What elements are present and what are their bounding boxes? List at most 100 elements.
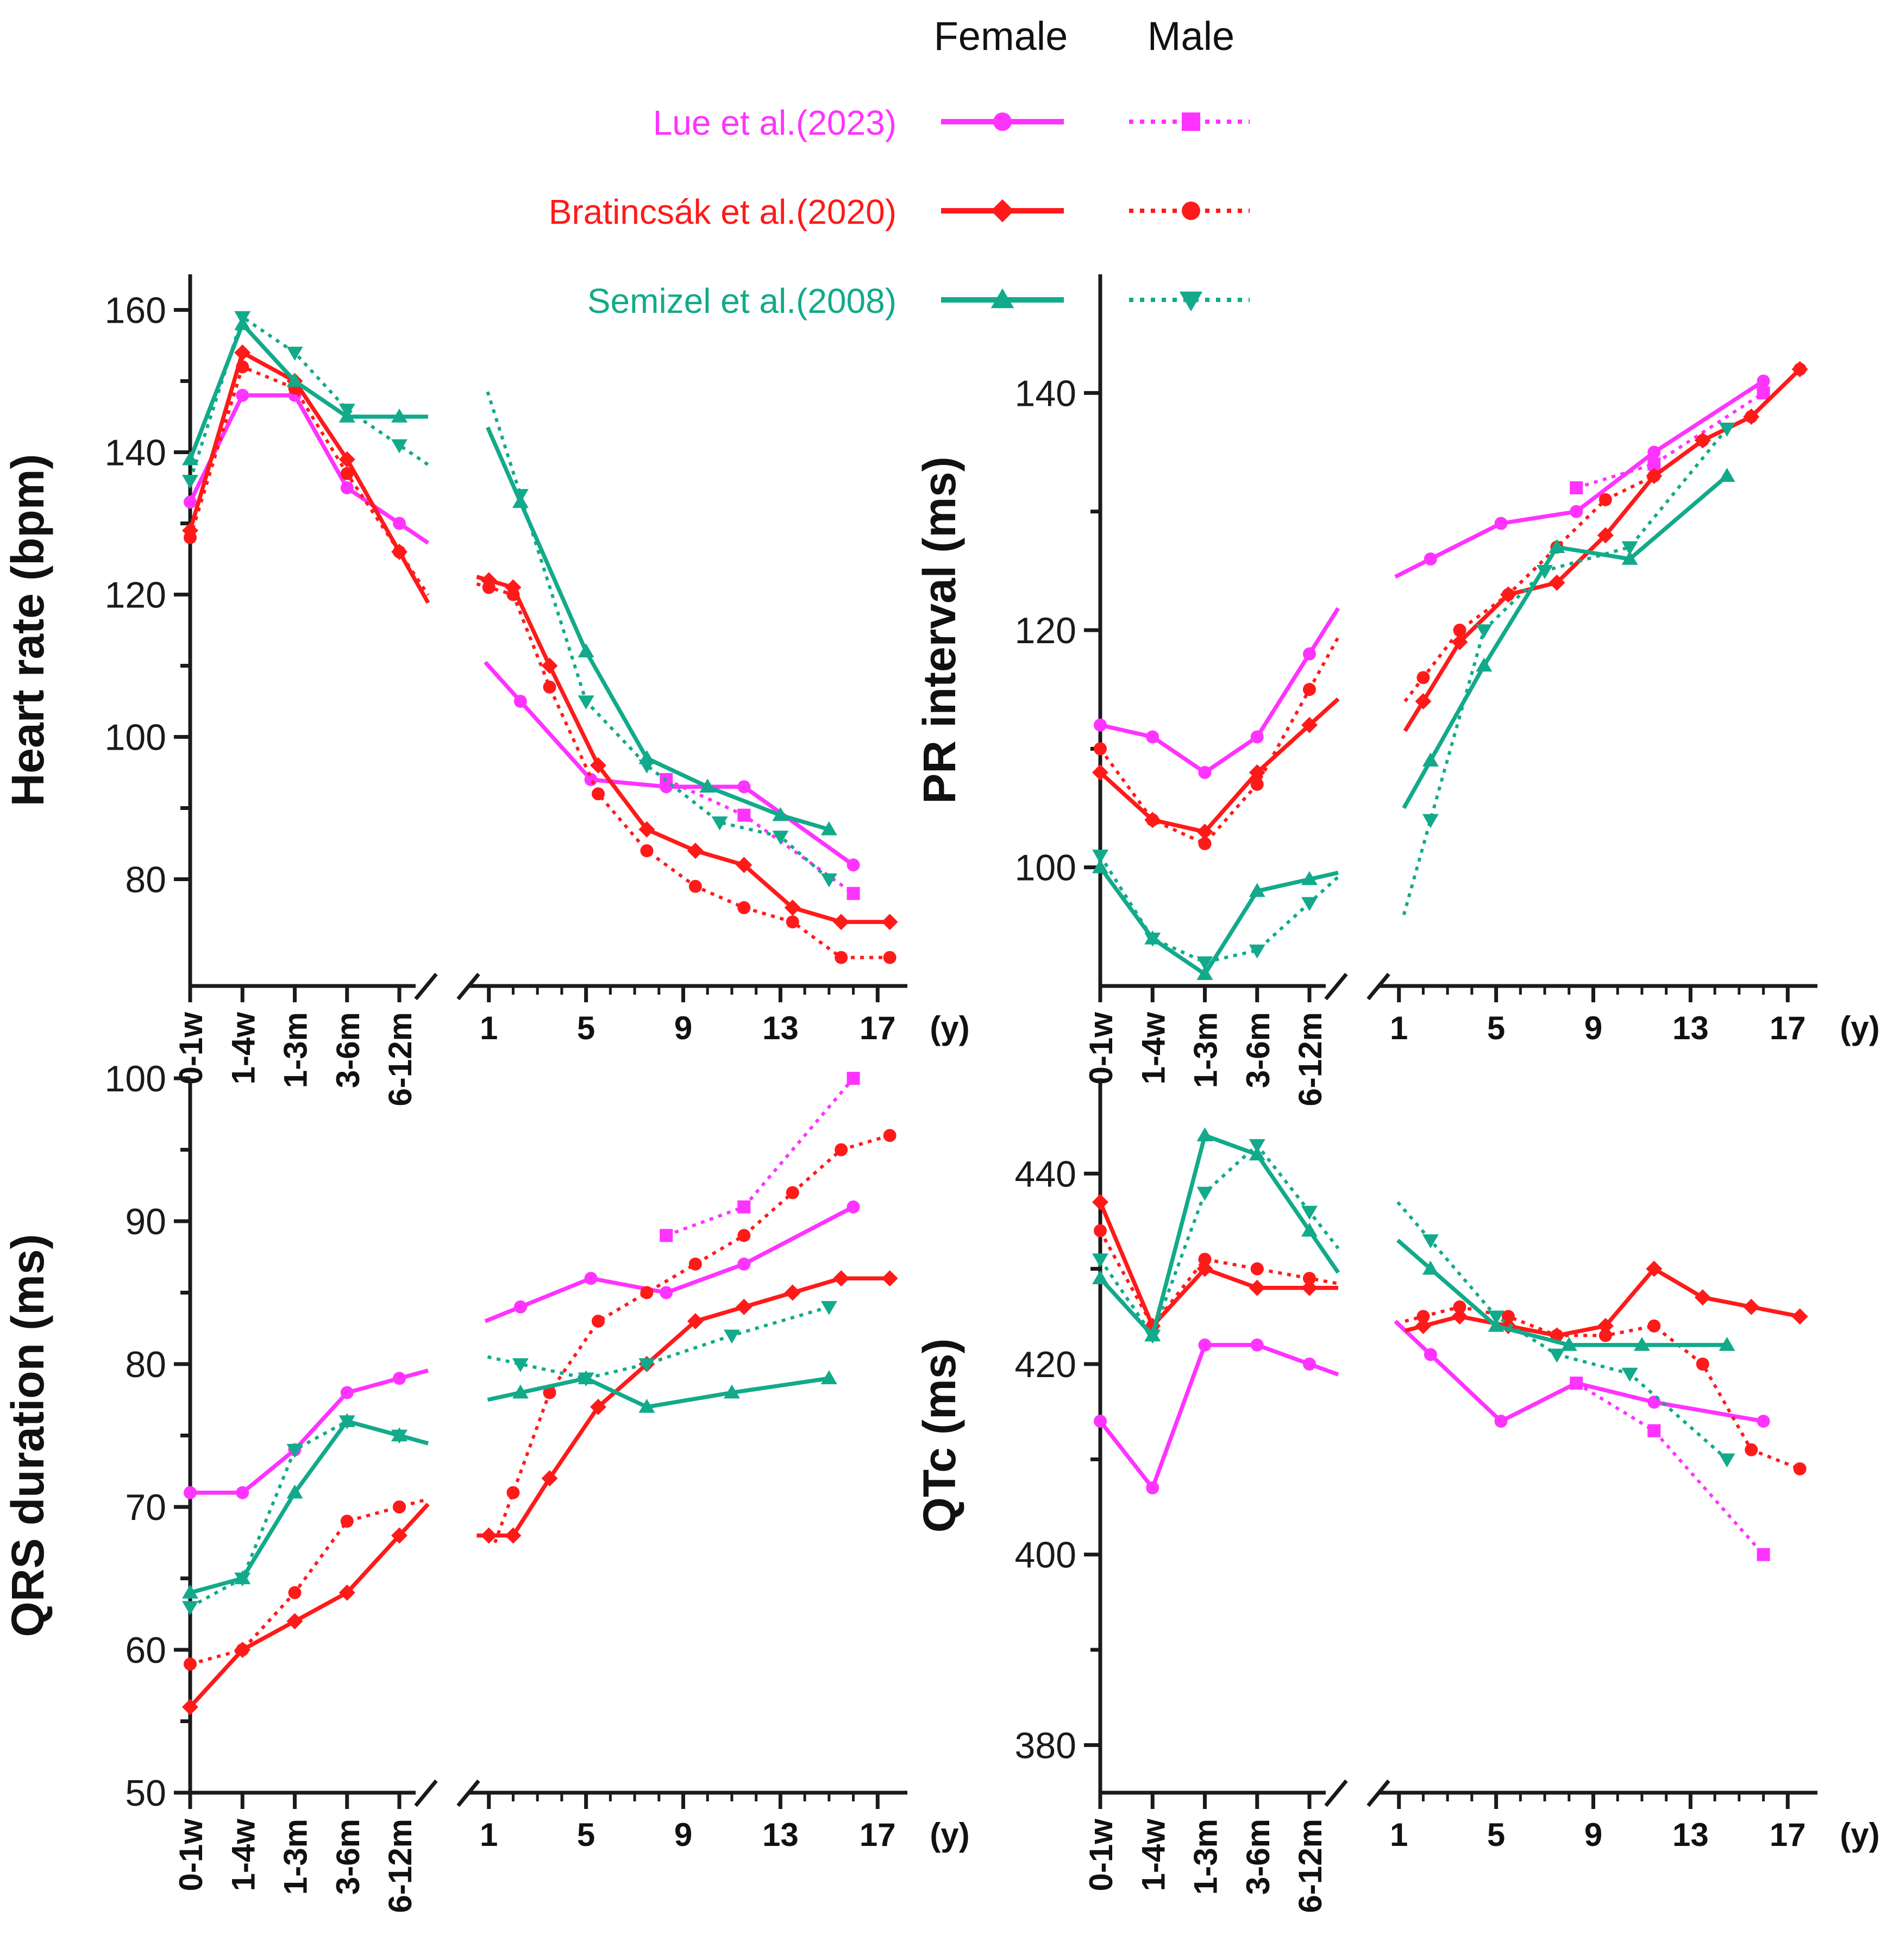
data-point-infant	[1198, 1253, 1212, 1266]
data-point-years	[1415, 693, 1432, 709]
data-point-infant	[236, 1486, 249, 1499]
legend-label-semizel-et-al-2008: Semizel et al.(2008)	[587, 281, 897, 321]
data-point-infant	[182, 1699, 198, 1716]
series-line-years	[1402, 474, 1728, 809]
data-point-years	[1791, 1308, 1808, 1325]
data-point-years	[640, 1286, 654, 1299]
x-axis-unit: (y)	[1840, 1817, 1879, 1853]
x-axis-unit: (y)	[1840, 1010, 1879, 1046]
y-tick-label: 80	[125, 859, 166, 901]
x-tick-label-year-17: 17	[860, 1817, 896, 1853]
axis-break-mark	[1324, 1779, 1348, 1807]
series-lue-et-al-2023-male	[660, 1072, 860, 1242]
x-tick-label-1-3m: 1-3m	[278, 1819, 314, 1895]
data-point-years	[786, 915, 799, 929]
series-semizel-et-al-2008-male	[1092, 1139, 1735, 1468]
data-point-years	[835, 1143, 848, 1157]
data-point-years	[512, 1358, 529, 1372]
x-tick-label-1-3m: 1-3m	[1188, 1819, 1224, 1895]
series-line-years	[476, 582, 890, 959]
data-point-years	[833, 914, 850, 931]
data-point-years	[512, 489, 529, 504]
data-point-years	[590, 1398, 606, 1415]
x-tick-label-year-9: 9	[1584, 1817, 1602, 1853]
series-line-infant	[189, 365, 430, 596]
x-axis-unit: (y)	[930, 1817, 969, 1853]
data-point-years	[541, 657, 558, 674]
series-line-years	[1396, 1239, 1727, 1347]
data-point-years	[723, 1329, 740, 1344]
data-point-infant	[1092, 859, 1108, 874]
data-point-years	[883, 951, 897, 964]
data-point-infant	[286, 373, 303, 387]
data-point-years	[1549, 574, 1565, 591]
data-point-years	[1537, 565, 1553, 579]
data-point-infant	[1196, 1186, 1213, 1201]
axis-break-mark	[1366, 972, 1390, 1001]
data-point-years	[1598, 1329, 1612, 1342]
legend-marker-male-lue-et-al-2023	[1182, 112, 1200, 131]
series-line-years	[666, 1077, 855, 1237]
data-point-years	[1416, 1310, 1430, 1323]
data-point-years	[1633, 1336, 1650, 1351]
data-point-years	[1647, 1424, 1661, 1437]
legend-label-bratincs-k-et-al-2020: Bratincsák et al.(2020)	[549, 192, 897, 231]
series-line-years	[484, 661, 855, 867]
data-point-years	[688, 880, 702, 893]
data-point-years	[1453, 624, 1466, 637]
data-point-years	[711, 816, 728, 831]
data-point-years	[1647, 469, 1661, 483]
data-point-years	[847, 1200, 860, 1214]
legend-rows: Lue et al.(2023) Bratincsák et al.(2020) S…	[549, 103, 1250, 321]
x-tick-label-year-5: 5	[1487, 1010, 1505, 1046]
data-point-years	[1549, 539, 1565, 553]
data-point-years	[737, 1229, 751, 1242]
axis-break-mark	[414, 972, 438, 1001]
data-point-years	[1696, 434, 1709, 447]
x-tick-label-0-1w: 0-1w	[173, 1012, 209, 1085]
data-point-years	[772, 831, 789, 845]
data-point-infant	[184, 1657, 197, 1671]
data-point-infant	[236, 360, 249, 374]
series-line-years	[1575, 1381, 1765, 1556]
series-lue-et-al-2023-female	[184, 1200, 860, 1499]
series-line-years	[1405, 1305, 1801, 1471]
legend-marker-male-semizel-et-al-2008	[1179, 291, 1203, 312]
data-point-infant	[1198, 1338, 1212, 1352]
data-point-years	[640, 844, 654, 858]
x-tick-label-6-12m: 6-12m	[382, 1012, 418, 1106]
series-lue-et-al-2023-male	[660, 773, 860, 900]
x-tick-label-0-1w: 0-1w	[173, 1819, 209, 1892]
data-point-years	[1549, 1348, 1565, 1363]
series-lue-et-al-2023-female	[1094, 1320, 1770, 1494]
x-axis-unit: (y)	[930, 1010, 969, 1046]
data-point-years	[737, 780, 751, 794]
data-point-years	[506, 1486, 520, 1499]
data-point-infant	[1303, 647, 1316, 661]
x-tick-label-year-17: 17	[1770, 1817, 1806, 1853]
data-point-years	[772, 807, 789, 821]
data-point-years	[591, 787, 605, 801]
data-point-years	[578, 643, 594, 658]
data-point-infant	[1092, 764, 1108, 781]
x-tick-label-3-6m: 3-6m	[330, 1819, 366, 1895]
data-point-years	[847, 858, 860, 872]
data-point-infant	[1303, 1272, 1316, 1285]
data-point-infant	[182, 1584, 198, 1599]
y-tick-label: 120	[1015, 610, 1076, 651]
data-point-infant	[338, 1584, 355, 1601]
data-point-years	[1647, 1319, 1661, 1333]
series-bratincs-k-et-al-2020-male	[184, 1129, 897, 1671]
data-point-infant	[1146, 1481, 1159, 1494]
data-point-years	[1422, 752, 1439, 767]
data-point-infant	[1249, 883, 1265, 897]
x-tick-label-1-3m: 1-3m	[1188, 1012, 1224, 1088]
data-point-years	[1422, 1234, 1439, 1249]
data-point-years	[513, 1300, 527, 1314]
x-tick-label-year-13: 13	[762, 1010, 799, 1046]
data-point-infant	[1249, 1139, 1265, 1153]
data-point-years	[1719, 423, 1735, 437]
x-tick-label-0-1w: 0-1w	[1083, 1819, 1119, 1892]
series-lue-et-al-2023-male	[1570, 1377, 1770, 1561]
